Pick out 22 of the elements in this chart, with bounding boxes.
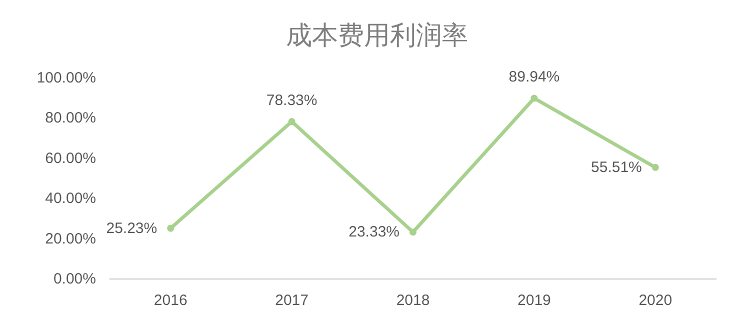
y-tick-label: 60.00% <box>45 150 96 167</box>
y-tick-label: 20.00% <box>45 230 96 248</box>
x-tick-label: 2018 <box>396 292 430 309</box>
point <box>288 118 296 126</box>
x-tick-label: 2020 <box>638 292 672 309</box>
data-label: 23.33% <box>348 224 400 241</box>
y-tick-label: 40.00% <box>45 190 96 208</box>
data-label: 25.23% <box>106 220 158 237</box>
chart-title: 成本费用利润率 <box>286 21 468 51</box>
point <box>530 94 538 102</box>
point <box>167 224 174 232</box>
point <box>410 228 416 236</box>
y-tick-label: 0.00% <box>53 270 96 288</box>
x-tick-label: 2019 <box>518 292 551 309</box>
x-tick-label: 2017 <box>275 292 308 309</box>
x-tick-label: 2016 <box>154 292 188 309</box>
data-label: 78.33% <box>266 92 318 110</box>
y-tick-label: 80.00% <box>45 110 96 127</box>
point <box>652 164 659 171</box>
data-label: 55.51% <box>591 158 642 176</box>
data-label: 89.94% <box>508 68 560 86</box>
y-tick-label: 100.00% <box>36 70 96 86</box>
